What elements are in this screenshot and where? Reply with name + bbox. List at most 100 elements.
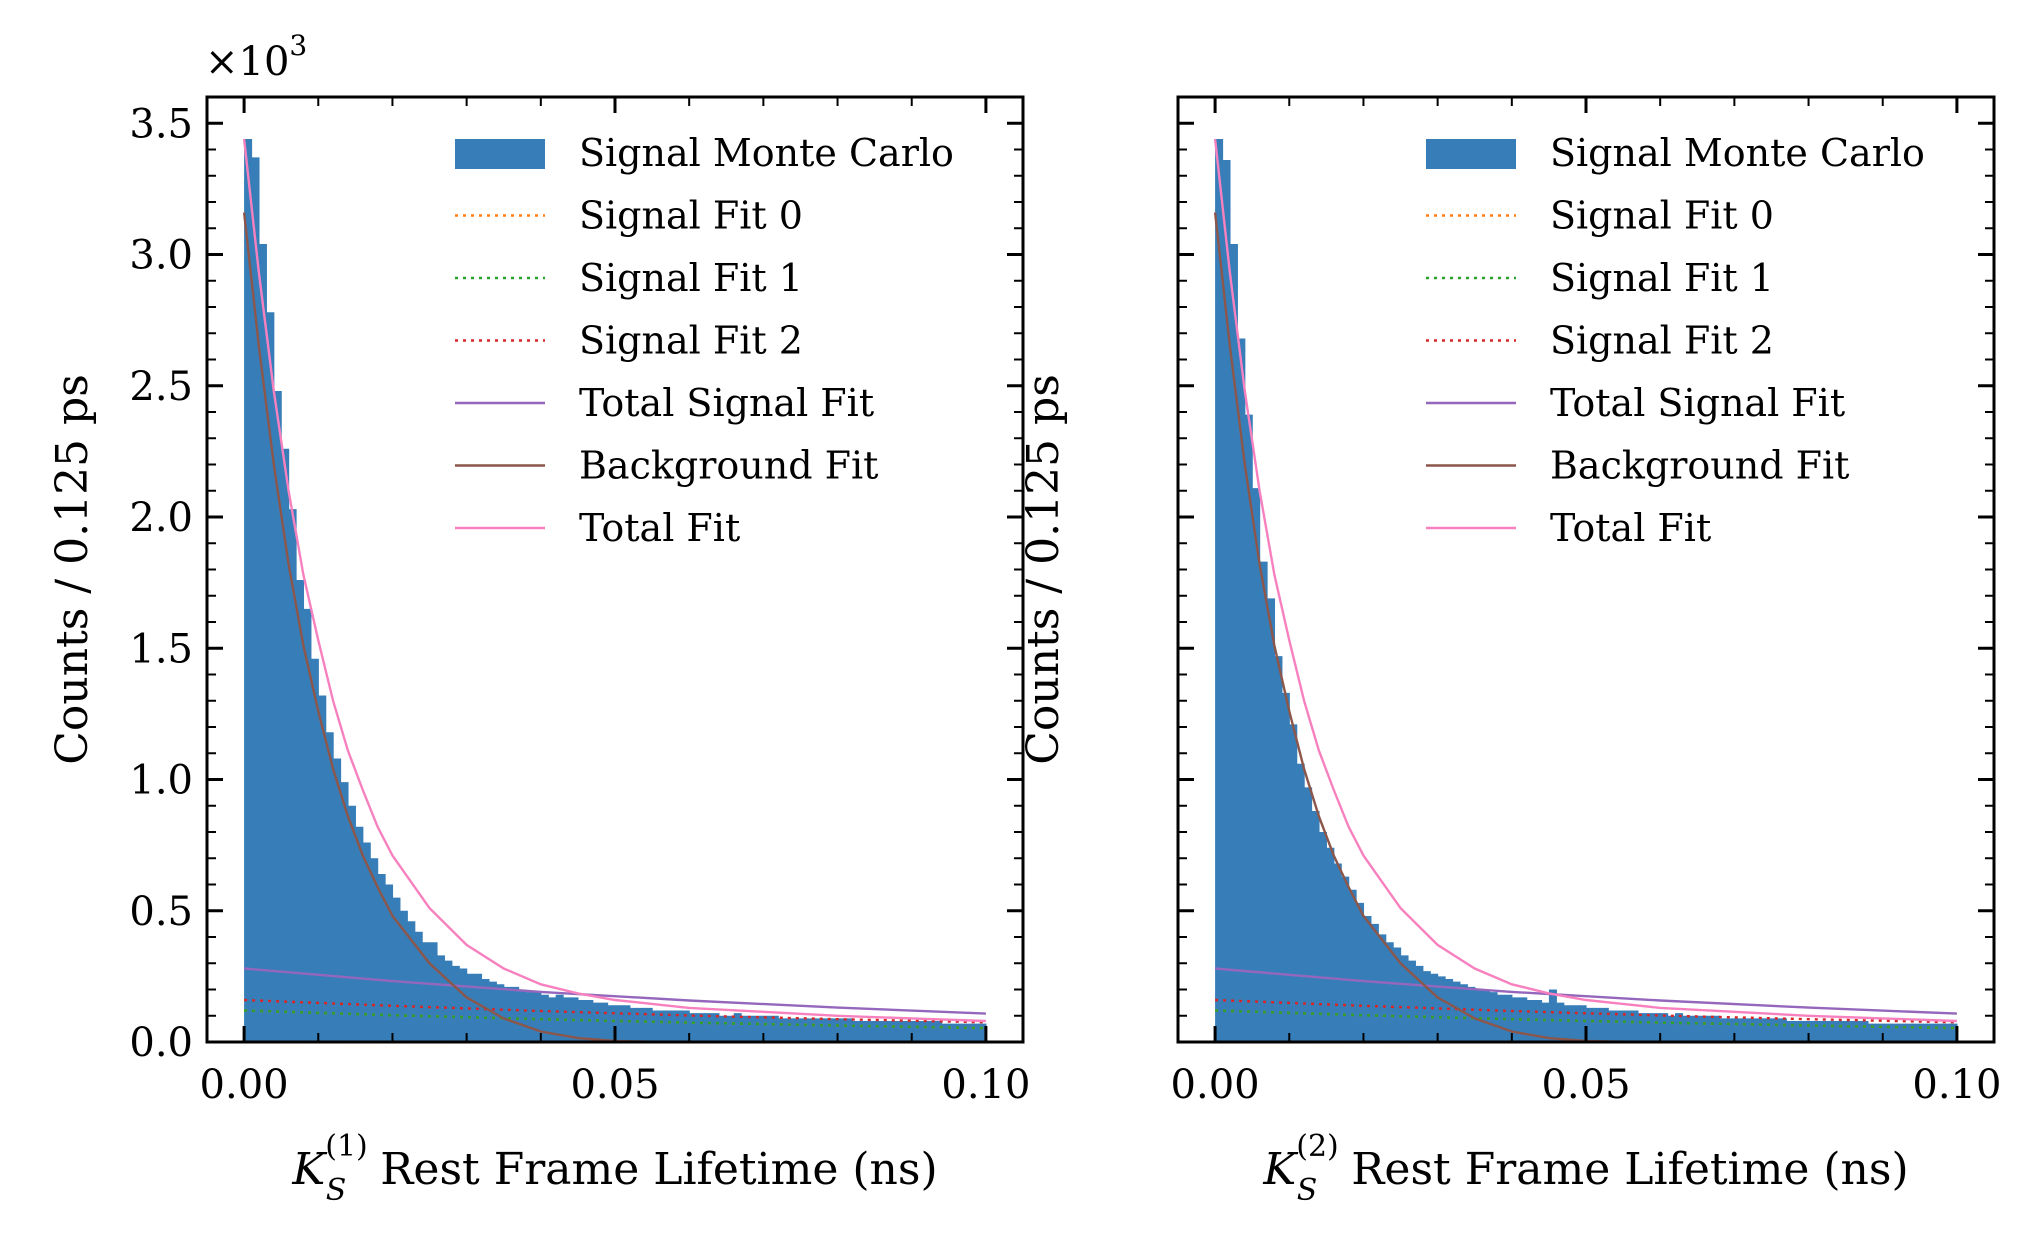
y-tick-label: 2.0 bbox=[129, 495, 193, 541]
legend-label: Total Signal Fit bbox=[1550, 381, 1845, 425]
histogram-bar bbox=[370, 858, 379, 1042]
histogram-bar bbox=[1741, 1018, 1750, 1042]
histogram-bar bbox=[659, 1010, 668, 1042]
histogram-bar bbox=[1496, 994, 1505, 1042]
histogram-bar bbox=[1244, 414, 1253, 1042]
histogram-bar bbox=[1407, 960, 1416, 1042]
histogram-bar bbox=[1415, 965, 1424, 1042]
histogram-bar bbox=[1422, 971, 1431, 1042]
histogram-bar bbox=[1630, 1010, 1639, 1042]
histogram-bar bbox=[1793, 1021, 1802, 1042]
left-panel: 0.00 0.05 0.10 0.0 0.5 1.0 1.5 2.0 2.5 3.0 3.5 ×103… bbox=[47, 29, 1030, 1208]
histogram-bar bbox=[859, 1021, 868, 1042]
histogram-bar bbox=[1274, 656, 1283, 1042]
histogram-bar bbox=[1534, 1000, 1543, 1042]
histogram-bar bbox=[1378, 934, 1387, 1042]
histogram-bar bbox=[652, 1010, 661, 1042]
histogram-bar bbox=[1571, 1005, 1580, 1042]
histogram-bar bbox=[844, 1018, 853, 1042]
legend-label: Signal Fit 0 bbox=[579, 194, 803, 238]
histogram-bar bbox=[503, 986, 512, 1042]
histogram-bar bbox=[1815, 1021, 1824, 1042]
histogram-bar bbox=[1482, 989, 1491, 1042]
histogram-bar bbox=[681, 1010, 690, 1042]
histogram-bar bbox=[896, 1021, 905, 1042]
histogram-bar bbox=[1474, 989, 1483, 1042]
legend-label: Signal Fit 0 bbox=[1550, 194, 1774, 238]
histogram-bar bbox=[1586, 1007, 1595, 1042]
histogram-bar bbox=[1823, 1021, 1832, 1042]
curve-total-fit bbox=[1213, 138, 1957, 1023]
histogram-bar bbox=[1615, 1010, 1624, 1042]
histogram-bar bbox=[1667, 1015, 1676, 1042]
histogram-bar bbox=[436, 955, 445, 1042]
histogram-bar bbox=[1237, 338, 1246, 1042]
histogram-bar bbox=[1830, 1021, 1839, 1042]
histogram-bar bbox=[1786, 1021, 1795, 1042]
histogram-bar bbox=[1882, 1023, 1891, 1042]
histogram-bar bbox=[1229, 244, 1238, 1042]
legend-label: Background Fit bbox=[579, 444, 878, 488]
histogram-bar bbox=[1318, 832, 1327, 1042]
histogram-bar bbox=[548, 997, 557, 1042]
histogram-bar bbox=[1267, 598, 1276, 1042]
legend-label: Total Fit bbox=[579, 506, 740, 550]
histogram-bar bbox=[941, 1023, 950, 1042]
histogram-bar bbox=[1682, 1015, 1691, 1042]
histogram-bar bbox=[451, 965, 460, 1042]
legend-label: Total Signal Fit bbox=[579, 381, 874, 425]
histogram-bar bbox=[666, 1010, 675, 1042]
histogram-bar bbox=[852, 1021, 861, 1042]
histogram-bar bbox=[778, 1018, 787, 1042]
histogram-bar bbox=[622, 1005, 631, 1042]
histogram-bar bbox=[444, 960, 453, 1042]
histogram-bar bbox=[258, 244, 267, 1042]
histogram-bar bbox=[1927, 1023, 1936, 1042]
histogram-bar bbox=[1675, 1013, 1684, 1042]
histogram-bar bbox=[563, 997, 572, 1042]
y-tick-label: 2.5 bbox=[129, 364, 193, 410]
histogram-bar bbox=[963, 1023, 972, 1042]
histogram-bar bbox=[1853, 1021, 1862, 1042]
histogram-bar bbox=[422, 942, 431, 1042]
histogram-bar bbox=[592, 1002, 601, 1042]
histogram-bar bbox=[711, 1013, 720, 1042]
histogram-bar bbox=[1749, 1018, 1758, 1042]
histogram-bar bbox=[1652, 1013, 1661, 1042]
histogram-bar bbox=[607, 1005, 616, 1042]
histogram-bar bbox=[1430, 973, 1439, 1042]
histogram-bar bbox=[807, 1018, 816, 1042]
curve-background-fit bbox=[242, 212, 690, 1042]
y-multiplier: ×103 bbox=[205, 29, 307, 85]
histogram-bar bbox=[726, 1015, 735, 1042]
histogram-bar bbox=[1222, 160, 1231, 1042]
histogram-bar bbox=[615, 1005, 624, 1042]
histogram-bar bbox=[1845, 1021, 1854, 1042]
histogram-bar bbox=[911, 1021, 920, 1042]
histogram-bar bbox=[273, 391, 282, 1042]
histogram-bar bbox=[822, 1018, 831, 1042]
x-tick-label: 0.10 bbox=[1912, 1062, 2001, 1108]
histogram-bar bbox=[1281, 692, 1290, 1042]
histogram-bar bbox=[303, 608, 312, 1042]
histogram-bar bbox=[1860, 1021, 1869, 1042]
histogram-bar bbox=[1734, 1018, 1743, 1042]
histogram-bar bbox=[748, 1015, 757, 1042]
histogram-bar bbox=[1289, 724, 1298, 1042]
histogram-bar bbox=[1660, 1013, 1669, 1042]
histogram-bar bbox=[696, 1013, 705, 1042]
histogram-bar bbox=[318, 695, 327, 1042]
histogram-bar bbox=[399, 910, 408, 1042]
y-tick-label: 1.5 bbox=[129, 626, 193, 672]
curve-signal-fit-2 bbox=[1215, 998, 1957, 1024]
histogram-bar bbox=[1912, 1023, 1921, 1042]
histogram-bar bbox=[1704, 1015, 1713, 1042]
histogram-bar bbox=[1801, 1021, 1810, 1042]
histogram-bar bbox=[1934, 1023, 1943, 1042]
curve-total-fit bbox=[242, 138, 986, 1023]
histogram-bar bbox=[755, 1015, 764, 1042]
histogram bbox=[1215, 139, 1958, 1042]
fit-curves bbox=[1213, 138, 1957, 1042]
histogram-bar bbox=[1712, 1015, 1721, 1042]
histogram-bar bbox=[1904, 1023, 1913, 1042]
